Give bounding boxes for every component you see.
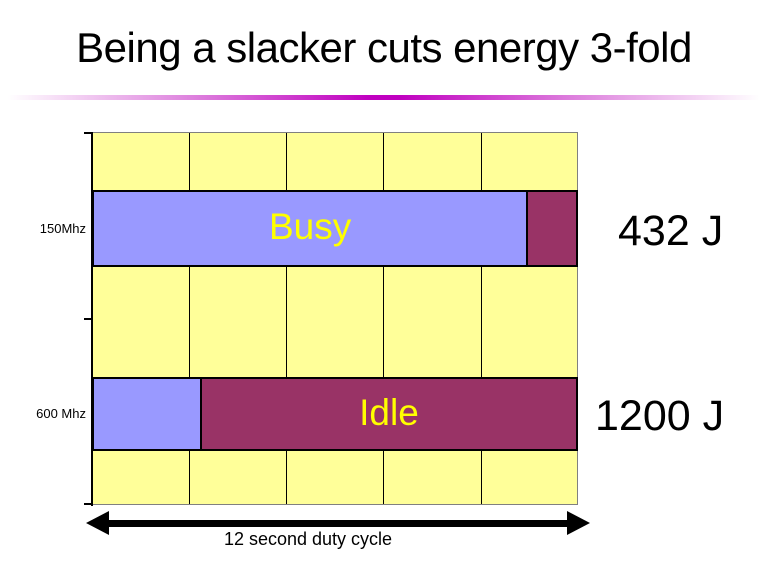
- y-axis-tick-top: [84, 132, 92, 134]
- busy-label: Busy: [269, 206, 352, 247]
- duty-cycle-arrow: [106, 520, 570, 527]
- slide-title: Being a slacker cuts energy 3-fold: [76, 24, 692, 71]
- idle-label: Idle: [359, 391, 419, 433]
- y-axis-tick-bottom: [84, 503, 92, 505]
- vertical-gridline: [286, 133, 287, 504]
- vertical-gridline: [383, 133, 384, 504]
- arrow-left-head-icon: [86, 511, 109, 535]
- bar-150mhz: Busy: [92, 190, 578, 267]
- busy-segment-600mhz: [94, 379, 202, 449]
- duty-cycle-chart: Busy Idle: [92, 132, 578, 505]
- category-label-600mhz: 600 Mhz: [36, 406, 86, 421]
- arrow-right-head-icon: [567, 511, 590, 535]
- vertical-gridline: [189, 133, 190, 504]
- gradient-divider-line: [8, 95, 760, 100]
- energy-value-600mhz: 1200 J: [595, 392, 725, 440]
- y-axis-line: [91, 132, 93, 506]
- duty-cycle-caption: 12 second duty cycle: [223, 529, 393, 549]
- idle-segment-150mhz: [528, 192, 576, 265]
- category-label-150mhz: 150Mhz: [39, 221, 86, 236]
- vertical-gridline: [481, 133, 482, 504]
- busy-segment-150mhz: Busy: [94, 192, 529, 265]
- idle-segment-600mhz: Idle: [201, 379, 576, 449]
- energy-value-150mhz: 432 J: [618, 207, 724, 255]
- bar-600mhz: Idle: [92, 377, 578, 451]
- y-axis-tick-middle: [84, 318, 92, 320]
